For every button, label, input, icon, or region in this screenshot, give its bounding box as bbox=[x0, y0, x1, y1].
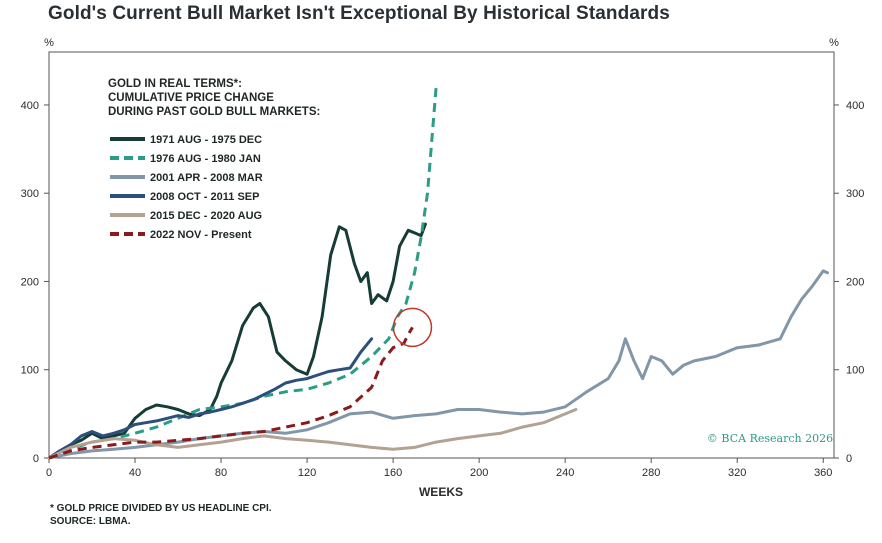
series-line-1976-aug-1980-jan bbox=[48, 87, 438, 460]
y-tick-label-left: 400 bbox=[21, 100, 39, 112]
x-tick-label: 360 bbox=[814, 467, 832, 479]
x-tick-label: 200 bbox=[470, 467, 488, 479]
x-tick-label: 0 bbox=[46, 467, 52, 479]
y-unit-left: % bbox=[44, 37, 54, 49]
x-tick-label: 120 bbox=[298, 467, 316, 479]
series-line-2001-apr-2008-mar bbox=[47, 269, 829, 460]
chart-title: Gold's Current Bull Market Isn't Excepti… bbox=[48, 3, 670, 24]
y-tick-label-left: 300 bbox=[21, 188, 39, 200]
legend-label: 2015 DEC - 2020 AUG bbox=[150, 210, 262, 222]
legend-title-line: DURING PAST GOLD BULL MARKETS: bbox=[108, 106, 320, 118]
x-tick-label: 80 bbox=[215, 467, 227, 479]
series-line-2008-oct-2011-sep bbox=[47, 337, 374, 460]
y-tick-label-right: 400 bbox=[846, 100, 864, 112]
y-tick-label-right: 300 bbox=[846, 188, 864, 200]
y-tick-label-right: 100 bbox=[846, 365, 864, 377]
x-tick-label: 240 bbox=[556, 467, 574, 479]
current-value-highlight-circle bbox=[392, 307, 433, 348]
x-axis-label: WEEKS bbox=[419, 485, 463, 499]
footnote: * GOLD PRICE DIVIDED BY US HEADLINE CPI. bbox=[50, 503, 272, 514]
y-tick-label-left: 100 bbox=[21, 365, 39, 377]
legend-label: 1971 AUG - 1975 DEC bbox=[150, 134, 262, 146]
legend-title-line: GOLD IN REAL TERMS*: bbox=[108, 78, 242, 90]
series-line-1971-aug-1975-dec bbox=[47, 222, 427, 460]
legend-label: 2008 OCT - 2011 SEP bbox=[150, 191, 259, 203]
y-tick-label-left: 200 bbox=[21, 276, 39, 288]
y-tick-label-left: 0 bbox=[33, 453, 39, 465]
x-tick-label: 160 bbox=[384, 467, 402, 479]
x-tick-label: 40 bbox=[129, 467, 141, 479]
legend-label: 1976 AUG - 1980 JAN bbox=[150, 153, 261, 165]
source-note: SOURCE: LBMA. bbox=[50, 516, 131, 527]
legend-label: 2001 APR - 2008 MAR bbox=[150, 172, 263, 184]
legend-label: 2022 NOV - Present bbox=[150, 229, 252, 241]
x-tick-label: 280 bbox=[642, 467, 660, 479]
y-unit-right: % bbox=[829, 37, 839, 49]
plot-frame bbox=[48, 51, 835, 459]
legend-title-line: CUMULATIVE PRICE CHANGE bbox=[108, 92, 274, 104]
series-line-2022-nov-present bbox=[48, 326, 414, 460]
x-tick-label: 320 bbox=[728, 467, 746, 479]
y-tick-label-right: 0 bbox=[846, 453, 852, 465]
y-tick-label-right: 200 bbox=[846, 276, 864, 288]
credit-text: © BCA Research 2026 bbox=[707, 432, 833, 445]
